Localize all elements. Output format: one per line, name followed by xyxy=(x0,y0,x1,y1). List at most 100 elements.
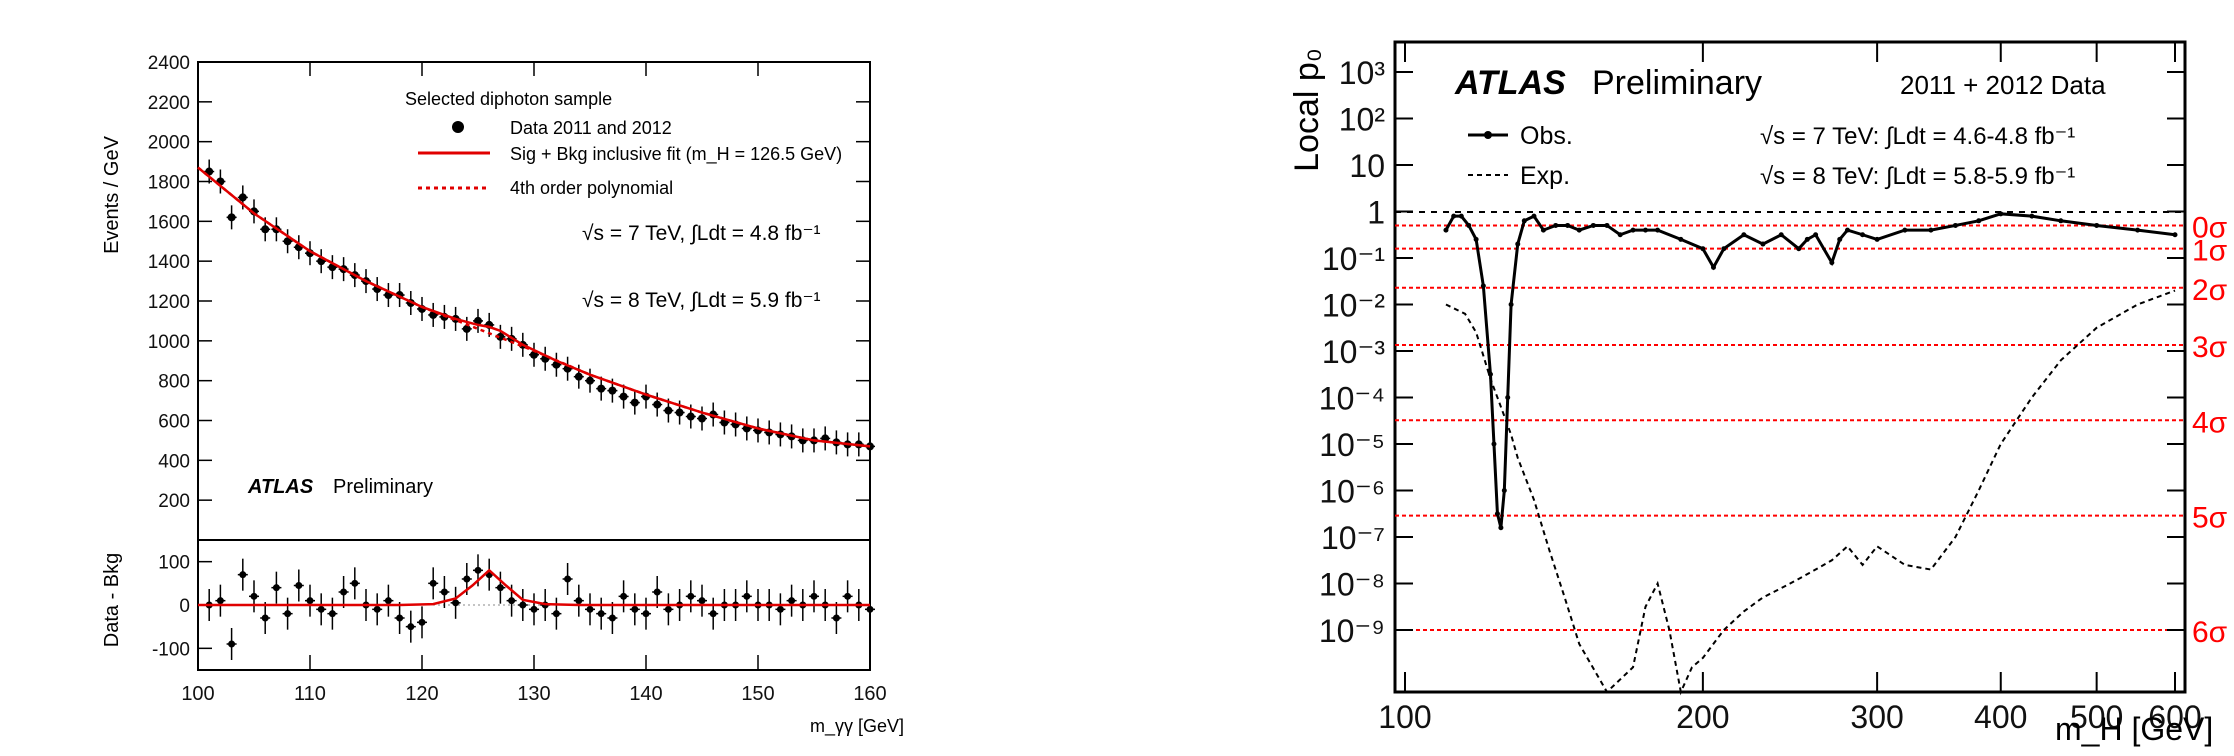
residual-point xyxy=(608,614,616,622)
left-xtick-label: 140 xyxy=(629,683,662,705)
legend-exp-label: Exp. xyxy=(1520,162,1570,190)
residual-point xyxy=(295,582,303,589)
residual-point xyxy=(418,618,426,626)
data-point xyxy=(238,193,247,202)
observed-p0-point xyxy=(1466,222,1472,228)
residual-point xyxy=(351,579,359,587)
observed-p0-point xyxy=(1590,222,1596,228)
residual-point xyxy=(407,623,415,631)
right-ytick-label: 10⁻⁶ xyxy=(1319,474,1385,510)
data-point xyxy=(261,225,270,234)
left-ytick-label: 1400 xyxy=(148,252,190,273)
left-fit-curves xyxy=(197,166,871,448)
sig-bkg-fit-curve xyxy=(197,166,871,448)
right-frame xyxy=(1393,40,2187,694)
data-point xyxy=(630,398,639,407)
observed-p0-point xyxy=(2135,227,2141,233)
left-ytick-label: 400 xyxy=(158,451,190,472)
right-ytick-label: 10⁻⁹ xyxy=(1319,613,1385,649)
left-x-ticks: 100 110 120 130 140 150 160 xyxy=(181,62,887,705)
residual-point xyxy=(519,601,527,609)
data-point xyxy=(664,406,673,415)
residual-point xyxy=(328,610,336,618)
residual-fit-curve xyxy=(198,568,870,607)
residual-point xyxy=(284,610,292,618)
left-preliminary-label: Preliminary xyxy=(333,476,433,498)
observed-p0-point xyxy=(1491,441,1497,447)
data-point xyxy=(474,316,482,325)
right-ytick-label: 10⁻⁸ xyxy=(1319,567,1385,603)
data-point xyxy=(586,376,594,385)
legend-obs-label: Obs. xyxy=(1520,122,1573,150)
residual-point xyxy=(272,584,280,592)
residual-point xyxy=(653,588,661,596)
observed-p0-point xyxy=(1678,236,1684,242)
left-ytick-label: 2000 xyxy=(148,133,190,154)
right-xtick-label: 100 xyxy=(1378,699,1431,735)
observed-p0-point xyxy=(1531,213,1537,219)
right-x-ticks: 100 200 300 400 500 600 xyxy=(1378,42,2202,735)
left-xtick-label: 150 xyxy=(741,683,774,705)
residual-point xyxy=(261,614,269,622)
data-point xyxy=(597,384,606,393)
residual-point xyxy=(664,605,672,613)
residual-point xyxy=(474,566,482,574)
right-ytick-label: 10³ xyxy=(1339,55,1386,91)
residual-point xyxy=(788,597,796,605)
residual-point xyxy=(239,571,247,579)
residual-point xyxy=(440,588,448,596)
observed-p0-point xyxy=(1553,222,1559,228)
legend-data-marker xyxy=(452,121,464,133)
residual-point xyxy=(496,584,504,592)
observed-p0-point xyxy=(1796,246,1802,252)
observed-p0-point xyxy=(1505,395,1511,400)
left-lumi-8: √s = 8 TeV, ∫Ldt = 5.9 fb⁻¹ xyxy=(582,289,821,312)
legend-fit-label: Sig + Bkg inclusive fit (m_H = 126.5 GeV… xyxy=(510,144,842,165)
residual-point xyxy=(564,575,572,583)
left-ytick-label: 1600 xyxy=(148,212,190,233)
observed-p0-point xyxy=(1604,222,1610,228)
data-point xyxy=(675,408,684,417)
sigma-label: 3σ xyxy=(2192,331,2228,364)
data-point xyxy=(619,392,628,401)
residual-point xyxy=(340,588,348,596)
observed-p0-point xyxy=(2094,222,2100,228)
right-ytick-label: 10⁻¹ xyxy=(1322,241,1385,277)
residual-ytick-label: 100 xyxy=(158,553,190,574)
observed-p0-point xyxy=(1844,227,1850,233)
right-atlas-label: ATLAS xyxy=(1454,64,1566,102)
data-point xyxy=(653,400,662,409)
residual-point xyxy=(317,605,325,613)
residual-point xyxy=(552,610,560,618)
observed-p0-point xyxy=(1902,227,1908,233)
left-xlabel: m_γγ [GeV] xyxy=(810,716,904,737)
observed-p0-point xyxy=(1494,511,1500,517)
sigma-label: 4σ xyxy=(2192,406,2228,439)
right-ylabel: Local p₀ xyxy=(1288,48,1326,172)
observed-p0-point xyxy=(2029,213,2035,219)
data-point xyxy=(686,412,695,421)
residual-ytick-label: 0 xyxy=(179,596,190,617)
observed-p0-point xyxy=(1576,227,1582,233)
residual-point xyxy=(575,597,583,605)
residual-point xyxy=(306,597,314,605)
observed-p0-point xyxy=(1498,525,1504,531)
legend-poly-label: 4th order polynomial xyxy=(510,178,673,198)
residual-point xyxy=(631,605,639,613)
right-data-label: 2011 + 2012 Data xyxy=(1900,70,2106,100)
residual-point xyxy=(530,605,538,613)
observed-p0-point xyxy=(1458,213,1464,219)
sigma-label: 2σ xyxy=(2192,274,2228,307)
right-xtick-label: 600 xyxy=(2148,699,2201,735)
right-ytick-label: 10 xyxy=(1349,148,1385,184)
observed-p0-point xyxy=(1565,222,1571,228)
residual-point xyxy=(463,575,471,583)
right-xlabel: m_H [GeV] xyxy=(2055,711,2213,747)
residual-point xyxy=(429,579,437,587)
observed-p0-point xyxy=(1952,222,1958,228)
right-ytick-label: 10⁻² xyxy=(1322,288,1385,324)
left-residual-points xyxy=(198,554,875,660)
observed-p0-point xyxy=(1540,227,1546,233)
